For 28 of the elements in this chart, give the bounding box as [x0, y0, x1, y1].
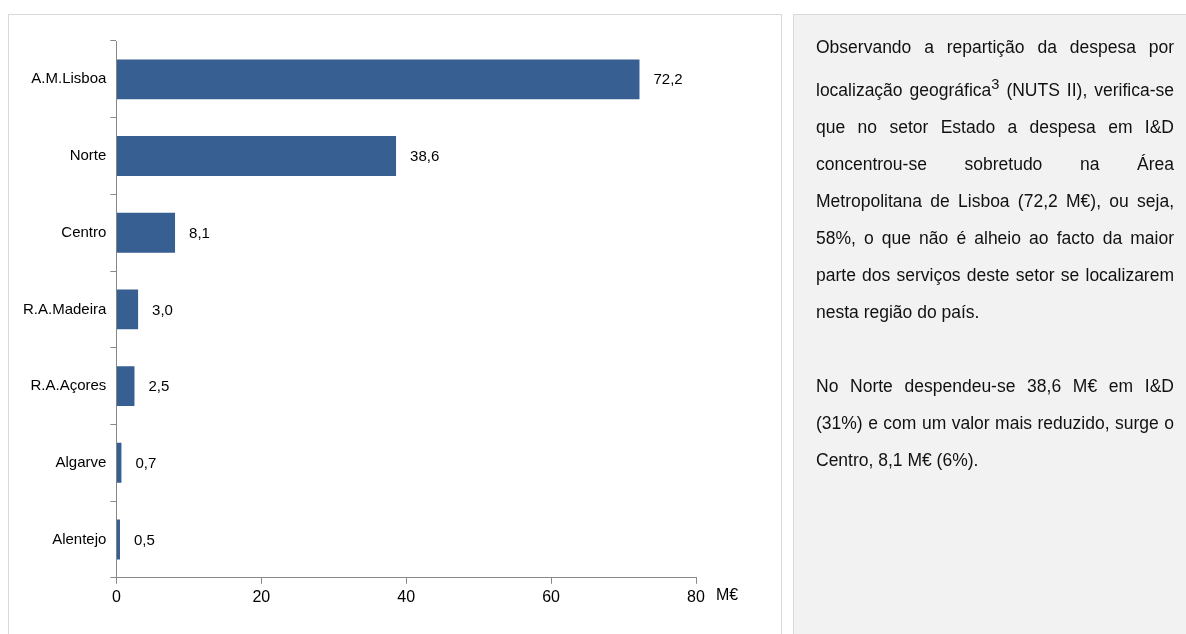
y-tick-label: Centro [61, 222, 107, 240]
data-label: 0,7 [135, 453, 157, 471]
data-label: 0,5 [133, 530, 155, 548]
y-tick-label: Algarve [55, 452, 107, 470]
y-tick-label: A.M.Lisboa [31, 69, 108, 87]
x-tick-label: 0 [111, 587, 121, 605]
x-tick-label: 60 [542, 587, 561, 605]
bar [116, 136, 397, 176]
y-tick-label: R.A.Açores [30, 376, 107, 394]
data-label: 72,2 [653, 70, 683, 88]
text: Observando a repartição da despesa por localização geográfica$^{3}$ (NUTS II), verifica-se que no setor Estado a despesa em I&D concentrou-se sobretudo na Área Metropolitana de Lisboa (72,2 M€), ou seja, 58%, o que não é alheio ao facto da maior parte dos serviços deste setor se localizarem nesta região do país. [816, 37, 1174, 322]
bar [116, 519, 120, 560]
bar [116, 289, 139, 330]
x-tick-label: 20 [252, 587, 271, 605]
x-axis-title: M€ [716, 586, 739, 604]
text: No Norte despendeu-se 38,6 M€ em I&D (31%) e com um valor mais reduzido, surge o Centro, 8,1 M€ (6%). [816, 374, 1174, 472]
data-label: 2,5 [148, 377, 170, 395]
data-label: 38,6 [410, 147, 440, 165]
data-label: 3,0 [152, 300, 173, 318]
y-tick-label: Alentejo [52, 529, 107, 547]
y-tick-label: R.A.Madeira [22, 299, 108, 317]
bar [116, 212, 176, 253]
bar [116, 366, 135, 407]
x-tick-label: 80 [687, 587, 705, 605]
data-label: 8,1 [189, 223, 210, 241]
y-tick-label: Norte [69, 146, 107, 164]
bar [116, 59, 640, 100]
x-tick-label: 40 [397, 587, 416, 605]
